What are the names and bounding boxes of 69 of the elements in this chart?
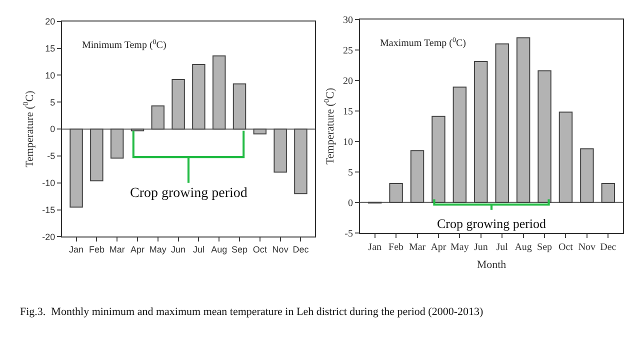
x-tick-label: Jun	[171, 244, 186, 255]
x-tick-label: Jun	[474, 242, 488, 253]
x-tick-label: Dec	[292, 244, 310, 255]
bar	[151, 105, 165, 130]
y-tick-label: 0	[348, 198, 353, 209]
x-tick-label: Oct	[558, 242, 574, 253]
x-tick-label: Sep	[232, 244, 248, 255]
x-tick-label: Jul	[192, 244, 204, 255]
bar	[232, 83, 246, 130]
y-tick-label: 15	[343, 106, 353, 118]
caption: Fig.3. Monthly minimum and maximum mean temperature in Leh district during the period (2000-2013)	[20, 306, 484, 318]
y-tick-label: 30	[343, 14, 353, 26]
bar	[601, 182, 616, 203]
y-tick-label: 25	[343, 45, 353, 56]
y-tick-label: 0	[50, 124, 56, 134]
y-tick-label: -10	[42, 178, 56, 188]
x-tick-label: Feb	[388, 242, 404, 253]
y-tick-label: -20	[42, 232, 56, 242]
x-tick-label: Feb	[88, 244, 104, 255]
y-tick-label: 10	[45, 70, 56, 80]
bar	[495, 43, 509, 203]
bar	[212, 55, 226, 130]
bar	[432, 116, 446, 203]
bar	[389, 182, 403, 203]
x-tick-label: Nov	[578, 242, 596, 253]
bar	[538, 70, 552, 203]
bar	[558, 112, 573, 203]
bar	[110, 128, 124, 159]
y-tick-label: 10	[343, 136, 353, 148]
x-tick-label: Jan	[69, 244, 84, 255]
x-axis-title: Month	[476, 259, 507, 272]
bar	[516, 37, 530, 203]
x-tick-label: May	[450, 242, 469, 253]
x-tick-label: Nov	[272, 244, 289, 255]
annotation: Maximum Temp ($^{0}$C)	[380, 36, 466, 50]
y-tick-label: -15	[42, 204, 56, 215]
annotation: Crop growing period	[437, 216, 547, 231]
bar	[274, 128, 287, 173]
bar	[90, 128, 104, 182]
x-tick-label: Apr	[130, 244, 144, 255]
x-tick-label: Apr	[430, 242, 447, 253]
y-tick-label: -5	[344, 228, 353, 240]
bar	[580, 148, 594, 203]
bar	[192, 64, 206, 130]
x-tick-label: Dec	[600, 242, 617, 253]
x-tick-label: May	[149, 244, 167, 255]
x-tick-label: Aug	[514, 242, 532, 253]
bar	[410, 150, 424, 203]
bar	[474, 61, 488, 203]
y-tick-label: 15	[45, 43, 56, 54]
bar	[452, 86, 467, 203]
x-tick-label: Aug	[211, 244, 228, 255]
x-tick-label: Oct	[252, 244, 268, 255]
y-tick-label: 20	[343, 76, 353, 87]
y-tick-label: -5	[47, 151, 56, 162]
y-tick-label: 5	[50, 97, 56, 108]
x-tick-label: Jan	[368, 242, 382, 253]
x-tick-label: Sep	[537, 242, 552, 253]
bar	[70, 128, 83, 208]
annotation: Crop growing period	[130, 186, 248, 201]
x-tick-label: Mar	[408, 242, 426, 253]
x-tick-label: Jul	[496, 242, 508, 253]
bar	[172, 79, 185, 130]
x-tick-label: Mar	[109, 244, 125, 255]
y-tick-label: 5	[348, 167, 353, 178]
annotation: Minimum Temp ($^{0}$C)	[82, 38, 166, 52]
bar	[294, 128, 308, 194]
y-tick-label: 20	[45, 16, 56, 27]
bar	[253, 128, 267, 134]
